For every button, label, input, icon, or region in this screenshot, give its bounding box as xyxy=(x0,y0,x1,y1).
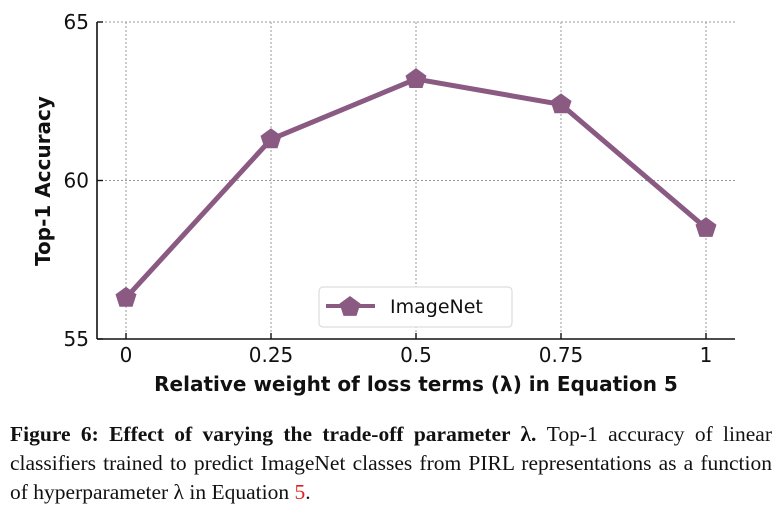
y-tick-label: 55 xyxy=(64,327,89,351)
y-tick-label: 60 xyxy=(64,169,89,193)
caption-text: Top-1 accuracy of linear classifiers tra… xyxy=(10,422,772,504)
legend: ImageNet xyxy=(318,286,513,328)
data-point-marker xyxy=(115,286,137,307)
line-chart: 55 60 65 0 0.25 0.5 0.75 1 Top-1 Accuracy Rela… xyxy=(31,10,735,396)
x-tick-label: 0.75 xyxy=(539,343,584,367)
caption-end: . xyxy=(305,480,311,504)
caption-label: Figure 6: Effect of varying the trade-of… xyxy=(10,422,537,446)
y-tick-label: 65 xyxy=(64,10,89,34)
figure-caption: Figure 6: Effect of varying the trade-of… xyxy=(10,420,772,507)
x-tick-label: 0.25 xyxy=(249,343,294,367)
legend-pentagon-marker-icon xyxy=(339,296,361,316)
data-point-marker xyxy=(695,217,717,237)
data-point-marker xyxy=(405,68,427,88)
y-axis-label: Top-1 Accuracy xyxy=(31,96,55,266)
x-axis-label: Relative weight of loss terms (λ) in Equ… xyxy=(154,372,678,396)
data-point-marker xyxy=(550,93,572,114)
data-point-marker xyxy=(260,128,282,149)
equation-ref-link[interactable]: 5 xyxy=(294,480,306,504)
legend-box xyxy=(318,286,513,328)
legend-label: ImageNet xyxy=(390,296,483,318)
x-tick-label: 0.5 xyxy=(400,343,432,367)
x-tick-label: 1 xyxy=(700,343,713,367)
x-tick-label: 0 xyxy=(120,343,133,367)
